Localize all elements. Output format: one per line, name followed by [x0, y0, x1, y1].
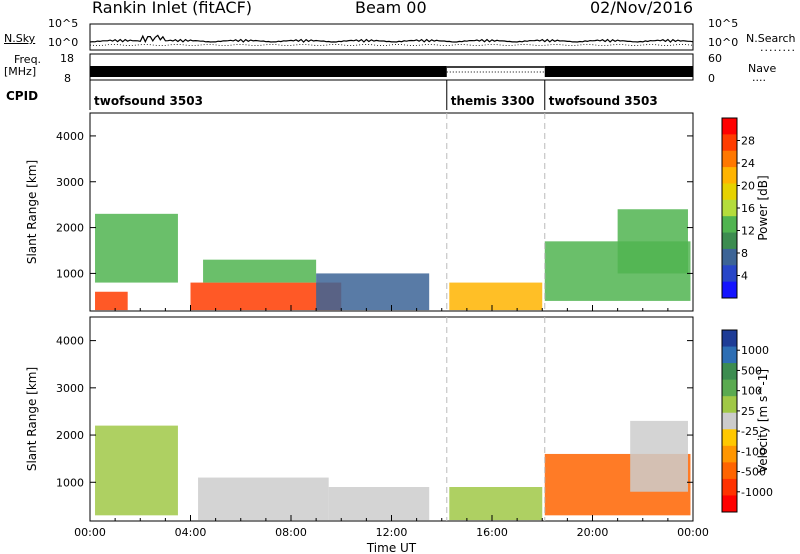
cpid-label: CPID — [6, 89, 39, 103]
velocity-colorbar-label-1: 500 — [741, 364, 762, 377]
power-colorbar-label-6: 4 — [741, 270, 748, 283]
nsky-panel-frame — [89, 23, 694, 51]
velocity-colorbar-label-3: 25 — [741, 405, 755, 418]
velocity-ylabel: Slant Range [km] — [25, 367, 39, 471]
nave-tick-top: 60 — [708, 52, 722, 65]
velocity-colorbar-seg-5 — [722, 412, 737, 430]
velocity-region-0 — [95, 425, 178, 516]
power-colorbar-seg-8 — [722, 248, 737, 266]
velocity-colorbar-seg-3 — [722, 379, 737, 397]
power-colorbar-label-0: 28 — [741, 135, 755, 148]
time-tick-label-4: 16:00 — [476, 526, 508, 539]
velocity-colorbar-seg-10 — [722, 495, 737, 513]
power-region-3 — [203, 259, 317, 283]
power-colorbar-title: Power [dB] — [756, 175, 770, 240]
freq-unit: [MHz] — [4, 65, 37, 78]
time-tick-label-3: 12:00 — [376, 526, 408, 539]
velocity-colorbar-seg-9 — [722, 478, 737, 496]
station-title: Rankin Inlet (fitACF) — [92, 0, 253, 17]
power-ylabel: Slant Range [km] — [25, 160, 39, 264]
velocity-ytick-label-2: 2000 — [56, 429, 84, 442]
cpid-mode-label-2: twofsound 3503 — [549, 94, 658, 108]
velocity-region-1 — [198, 477, 329, 521]
nsearch-label: N.Search — [746, 32, 796, 45]
velocity-colorbar-label-4: -25 — [741, 425, 759, 438]
velocity-colorbar-label-6: -500 — [741, 466, 766, 479]
power-ytick-label-2: 2000 — [56, 222, 84, 235]
nave-label: Nave — [748, 62, 777, 75]
freq-band-2 — [544, 66, 693, 77]
power-region-7 — [617, 209, 688, 274]
time-tick-label-6: 00:00 — [677, 526, 709, 539]
power-colorbar-label-3: 16 — [741, 202, 755, 215]
nsearch-series-line — [89, 43, 694, 47]
power-region-5 — [449, 282, 543, 311]
freq-tick-bottom: 8 — [64, 72, 71, 85]
power-ytick-label-0: 4000 — [56, 130, 84, 143]
velocity-colorbar-seg-6 — [722, 429, 737, 447]
velocity-colorbar-label-5: -100 — [741, 445, 766, 458]
velocity-ytick-label-3: 1000 — [56, 476, 84, 489]
velocity-colorbar-label-2: 100 — [741, 385, 762, 398]
velocity-colorbar-seg-2 — [722, 363, 737, 381]
velocity-colorbar-seg-1 — [722, 346, 737, 364]
power-region-4 — [316, 273, 430, 311]
nave-dotted-marker: ···· — [752, 74, 766, 87]
freq-band-0 — [90, 66, 447, 77]
power-ytick-label-1: 3000 — [56, 176, 84, 189]
velocity-colorbar-seg-7 — [722, 445, 737, 463]
nsky-tick-top: 10^5 — [48, 17, 79, 30]
velocity-colorbar-frame — [721, 329, 738, 513]
velocity-ytick-label-0: 4000 — [56, 335, 84, 348]
power-colorbar-seg-5 — [722, 199, 737, 217]
nsearch-tick-top: 10^5 — [708, 17, 739, 30]
beam-title: Beam 00 — [355, 0, 427, 17]
power-colorbar-seg-9 — [722, 265, 737, 283]
velocity-colorbar-label-0: 1000 — [741, 344, 769, 357]
cpid-mode-label-1: themis 3300 — [451, 94, 535, 108]
nsky-tick-bottom: 10^0 — [48, 36, 79, 49]
nsky-label: N.Sky — [4, 32, 36, 45]
nsky-series-line — [89, 34, 694, 44]
power-colorbar-seg-10 — [722, 281, 737, 299]
power-colorbar-label-1: 24 — [741, 157, 755, 170]
power-colorbar-seg-1 — [722, 134, 737, 152]
nsearch-tick-bottom: 10^0 — [708, 36, 739, 49]
nave-tick-bottom: 0 — [708, 72, 715, 85]
time-tick-label-1: 04:00 — [175, 526, 207, 539]
velocity-region-3 — [449, 487, 543, 521]
velocity-ytick-label-1: 3000 — [56, 382, 84, 395]
freq-tick-top: 18 — [60, 52, 74, 65]
velocity-colorbar-label-7: -1000 — [741, 486, 773, 499]
power-colorbar-label-4: 12 — [741, 225, 755, 238]
power-colorbar-label-5: 8 — [741, 247, 748, 260]
power-colorbar-seg-3 — [722, 167, 737, 184]
cpid-mode-label-0: twofsound 3503 — [94, 94, 203, 108]
time-tick-label-0: 00:00 — [74, 526, 106, 539]
freq-label: Freq. — [14, 53, 42, 66]
power-colorbar-seg-7 — [722, 232, 737, 250]
power-colorbar-seg-2 — [722, 150, 737, 168]
time-tick-label-5: 20:00 — [577, 526, 609, 539]
power-region-0 — [95, 213, 178, 283]
time-tick-label-2: 08:00 — [275, 526, 307, 539]
velocity-colorbar-seg-8 — [722, 462, 737, 480]
power-colorbar-seg-4 — [722, 183, 737, 201]
date-title: 02/Nov/2016 — [590, 0, 694, 17]
velocity-colorbar-title: Velocity [m s^-1] — [756, 369, 770, 473]
power-ytick-label-3: 1000 — [56, 267, 84, 280]
velocity-region-2 — [328, 487, 430, 521]
velocity-region-5 — [630, 420, 688, 492]
power-colorbar-seg-0 — [722, 118, 737, 135]
time-axis-label: Time UT — [366, 541, 417, 554]
nsearch-dotted-marker: ········ — [760, 44, 796, 57]
velocity-colorbar-seg-0 — [722, 330, 737, 348]
power-colorbar-label-2: 20 — [741, 180, 755, 193]
power-region-1 — [95, 291, 128, 311]
power-colorbar-seg-6 — [722, 216, 737, 234]
velocity-colorbar-seg-4 — [722, 396, 737, 414]
